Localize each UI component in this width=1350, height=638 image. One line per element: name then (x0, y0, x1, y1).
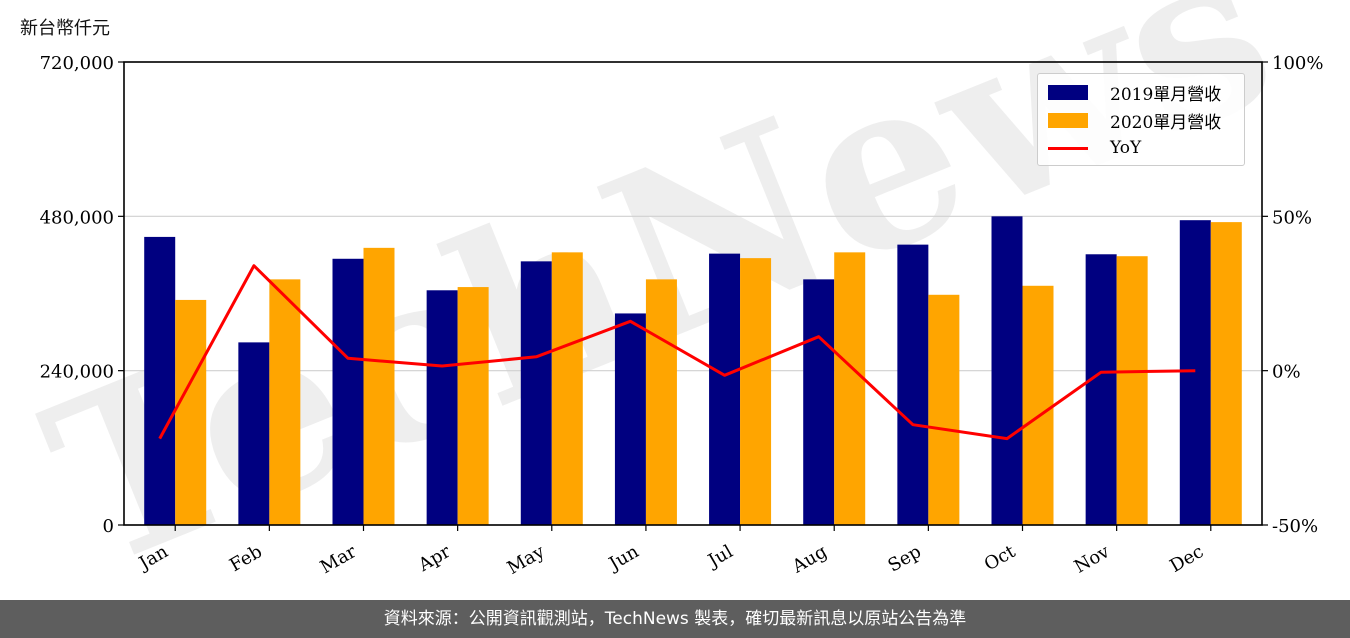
bar-2020-sep (928, 294, 960, 525)
y2-tick-label: 0% (1272, 362, 1301, 383)
legend-label-2019: 2019單月營收 (1110, 84, 1222, 105)
x-tick-label-aug: Aug (788, 541, 831, 578)
y2-tick-label: -50% (1272, 516, 1318, 537)
legend-label-yoy: YoY (1110, 138, 1142, 158)
bar-2019-jun (614, 313, 646, 525)
bar-2020-may (551, 252, 583, 525)
x-tick-label-jul: Jul (703, 541, 737, 573)
legend-swatch-2020 (1048, 112, 1088, 128)
bar-2019-mar (332, 258, 364, 525)
yoy-line (158, 264, 1196, 441)
bar-2020-jun (645, 279, 677, 525)
legend-item-2020: 2020單月營收 (1048, 106, 1234, 134)
y-tick-label: 480,000 (40, 207, 114, 228)
source-footer: 資料來源：公開資訊觀測站，TechNews 製表，確切最新訊息以原站公告為準 (0, 600, 1350, 638)
x-tick-label-nov: Nov (1071, 541, 1114, 578)
bar-2019-jul (709, 253, 741, 525)
bar-2020-oct (1022, 285, 1054, 525)
x-tick-label-jun: Jun (604, 541, 643, 576)
plot-frame (123, 61, 1263, 526)
bar-2020-apr (457, 287, 489, 525)
bar-2019-oct (991, 216, 1023, 526)
legend-swatch-yoy (1048, 146, 1088, 150)
legend-swatch-2019 (1048, 84, 1088, 100)
x-tick-label-may: May (504, 541, 549, 579)
bar-2019-dec (1179, 220, 1211, 526)
bar-2020-aug (834, 252, 866, 525)
bar-2019-apr (426, 290, 458, 525)
bar-2020-dec (1210, 222, 1242, 525)
legend-label-2020: 2020單月營收 (1110, 112, 1222, 133)
bar-2020-mar (363, 247, 395, 525)
bar-2019-may (520, 261, 552, 525)
legend-item-2019: 2019單月營收 (1048, 78, 1234, 106)
x-tick-label-apr: Apr (414, 541, 454, 576)
y-tick-label: 240,000 (40, 362, 114, 383)
bar-2019-sep (897, 244, 929, 525)
bar-2019-nov (1085, 254, 1117, 525)
legend: 2019單月營收 2020單月營收 YoY (1037, 73, 1245, 166)
x-tick-label-mar: Mar (317, 541, 361, 578)
bar-2019-jan (144, 236, 176, 525)
bar-2020-feb (269, 279, 301, 525)
bar-2019-feb (238, 342, 270, 525)
y2-tick-label: 50% (1272, 207, 1312, 228)
y-tick-label: 0 (103, 516, 114, 537)
y2-tick-label: 100% (1272, 53, 1323, 74)
y-axis-unit-label: 新台幣仟元 (20, 18, 110, 39)
bar-2020-jan (175, 299, 207, 525)
y-tick-label: 720,000 (40, 53, 114, 74)
x-tick-label-oct: Oct (981, 541, 1020, 576)
bar-2019-aug (803, 279, 835, 525)
x-tick-label-dec: Dec (1166, 541, 1207, 577)
bar-2020-nov (1116, 256, 1148, 525)
bar-2020-jul (740, 258, 772, 525)
x-tick-label-sep: Sep (884, 541, 924, 576)
legend-item-yoy: YoY (1048, 134, 1234, 162)
